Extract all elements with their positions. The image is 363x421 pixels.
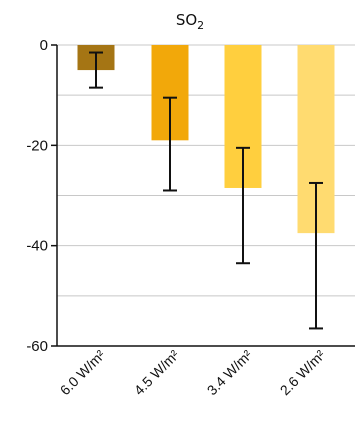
error-bars [89,51,323,330]
gridlines [57,44,355,347]
x-axis-categories: 6.0 W/m² 4.5 W/m² 3.4 W/m² 2.6 W/m² [57,347,329,399]
chart-title-subscript: 2 [197,19,204,32]
y-axis-ticks: 0 -20 -40 -60 [26,37,57,355]
x-category-label: 6.0 W/m² [57,347,109,399]
x-category-label: 3.4 W/m² [204,347,256,399]
chart-title-main: SO [176,11,197,29]
chart-title: SO2 [176,11,204,32]
y-tick-label: -40 [26,238,48,255]
y-tick-label: 0 [40,37,48,54]
y-tick-label: -60 [26,338,48,355]
x-category-label: 4.5 W/m² [131,347,183,399]
x-category-label: 2.6 W/m² [277,347,329,399]
y-tick-label: -20 [26,137,48,154]
bars [77,45,335,234]
